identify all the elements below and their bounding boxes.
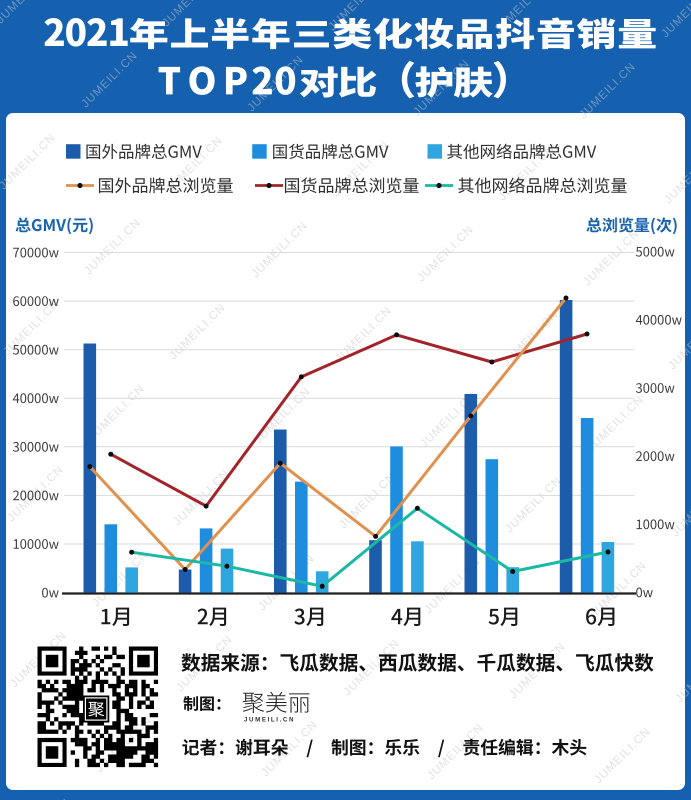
svg-text:JUMEILI.CN: JUMEILI.CN (244, 717, 295, 724)
